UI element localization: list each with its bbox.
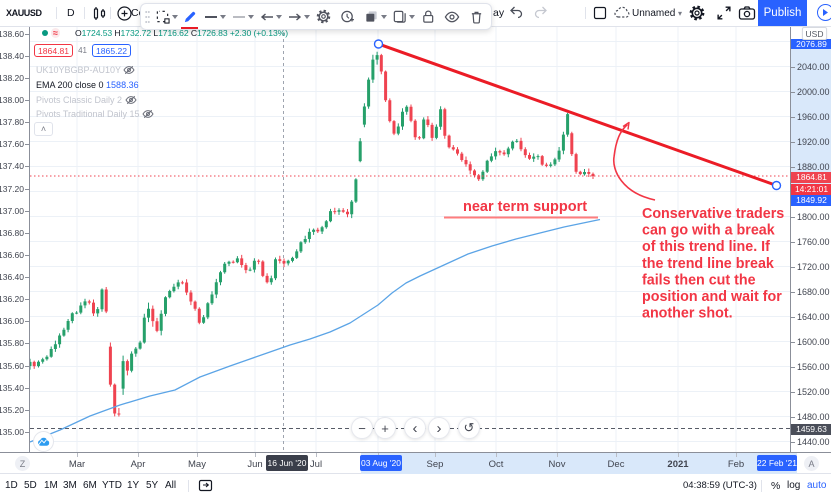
svg-text:can go with a break: can go with a break <box>642 223 775 239</box>
svg-text:fails then cut the: fails then cut the <box>642 272 756 288</box>
svg-text:near term support: near term support <box>463 199 587 215</box>
svg-text:Conservative traders: Conservative traders <box>642 206 784 222</box>
svg-text:position and wait for: position and wait for <box>642 289 782 305</box>
svg-text:another shot.: another shot. <box>642 306 733 322</box>
svg-text:of this trend line. If: of this trend line. If <box>642 239 770 255</box>
svg-text:the trend line break: the trend line break <box>642 256 774 272</box>
